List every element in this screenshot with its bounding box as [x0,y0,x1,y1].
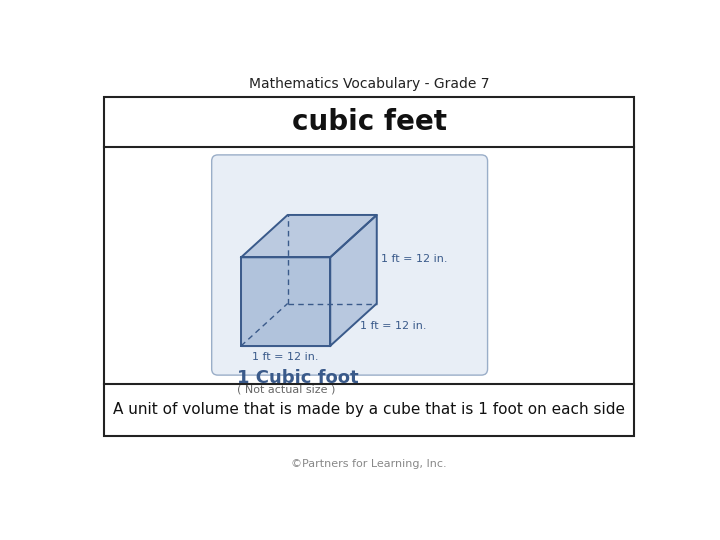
Text: 1 ft = 12 in.: 1 ft = 12 in. [382,254,448,264]
FancyBboxPatch shape [212,155,487,375]
Text: 1 ft = 12 in.: 1 ft = 12 in. [360,321,426,331]
Text: Mathematics Vocabulary - Grade 7: Mathematics Vocabulary - Grade 7 [248,77,490,91]
Text: A unit of volume that is made by a cube that is 1 foot on each side: A unit of volume that is made by a cube … [113,402,625,417]
Text: cubic feet: cubic feet [292,108,446,136]
Polygon shape [241,257,330,346]
Polygon shape [330,215,377,346]
Text: 1 ft = 12 in.: 1 ft = 12 in. [253,352,319,362]
Text: 1 Cubic foot: 1 Cubic foot [238,369,359,387]
FancyBboxPatch shape [104,97,634,436]
Text: ©Partners for Learning, Inc.: ©Partners for Learning, Inc. [291,459,447,469]
Polygon shape [241,215,377,257]
Text: ( Not actual size ): ( Not actual size ) [238,384,336,394]
